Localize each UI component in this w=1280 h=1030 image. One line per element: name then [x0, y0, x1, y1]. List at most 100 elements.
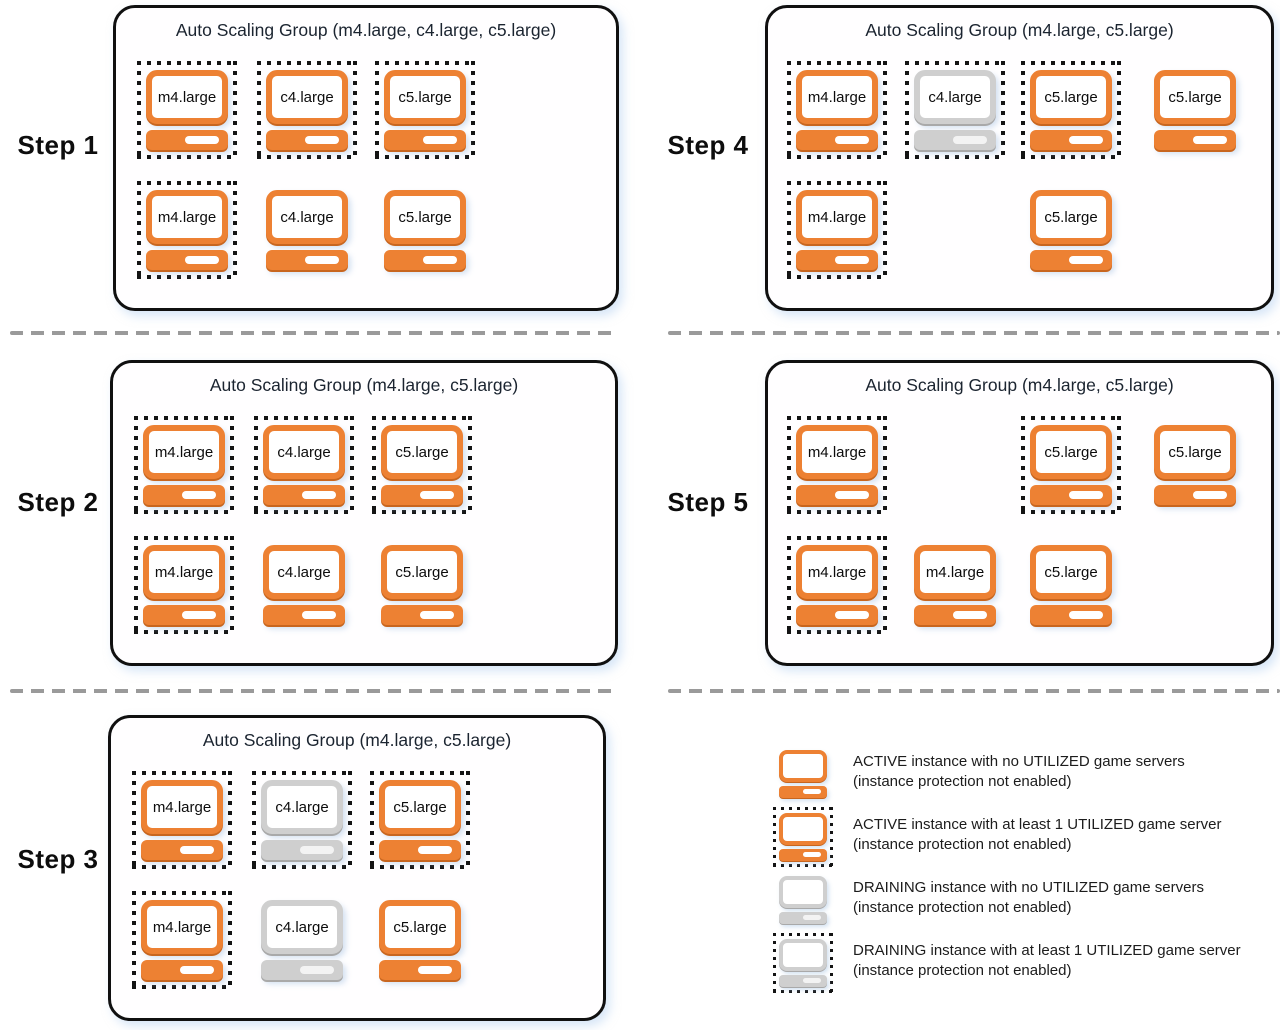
instance-monitor-shape: c4.large [263, 545, 345, 599]
instance-grid: m4.large c4.large c5.large m4.large c4.l… [113, 363, 615, 663]
instance-monitor-shape: c4.large [261, 900, 343, 954]
instance-monitor-shape: c4.large [261, 780, 343, 834]
instance-monitor-shape: c5.large [379, 780, 461, 834]
instance-monitor-shape: m4.large [796, 190, 878, 244]
instance-type-label: c5.large [1168, 443, 1222, 461]
instance-base-shape [779, 975, 827, 987]
instance-icon: c4.large [263, 545, 345, 625]
instance-icon: c5.large [375, 61, 475, 159]
instance-type-label: c5.large [395, 563, 449, 581]
instance-base-light [1069, 136, 1103, 144]
instance-type-label: c4.large [275, 798, 329, 816]
instance-type-label: c5.large [1044, 208, 1098, 226]
legend-line1: DRAINING instance with at least 1 UTILIZ… [853, 942, 1241, 959]
instance-base-light [953, 611, 987, 619]
instance-monitor-shape: c5.large [381, 545, 463, 599]
instance-base-light [423, 256, 457, 264]
instance-type-label: c5.large [393, 798, 447, 816]
legend-item-draining-no-utilized: DRAINING instance with no UTILIZED game … [775, 874, 1241, 924]
instance-monitor-shape: c5.large [1030, 70, 1112, 124]
instance-monitor-shape: c4.large [266, 190, 348, 244]
instance-base-shape [141, 840, 223, 860]
instance-base-light [418, 966, 452, 974]
instance-type-label: m4.large [152, 798, 212, 816]
instance-base-shape [1154, 130, 1236, 150]
instance-base-light [835, 256, 869, 264]
asg-box-step-1: Auto Scaling Group (m4.large, c4.large, … [113, 5, 619, 311]
instance-base-light [185, 256, 219, 264]
instance-type-label: c5.large [1044, 443, 1098, 461]
instance-base-shape [1030, 605, 1112, 625]
instance-monitor-shape: c4.large [263, 425, 345, 479]
instance-base-shape [379, 840, 461, 860]
instance-icon: m4.large [132, 771, 232, 869]
instance-icon: c4.large [252, 771, 352, 869]
instance-icon: c4.large [261, 900, 343, 980]
instance-base-light [418, 846, 452, 854]
legend-icon-active-no-utilized [775, 748, 831, 798]
instance-icon: m4.large [134, 536, 234, 634]
instance-icon [779, 876, 827, 924]
instance-icon: c4.large [905, 61, 1005, 159]
instance-base-light [305, 256, 339, 264]
instance-base-light [803, 789, 821, 794]
instance-icon: c4.large [257, 61, 357, 159]
instance-base-shape [384, 130, 466, 150]
instance-monitor-shape: c5.large [379, 900, 461, 954]
step-1-label: Step 1 [17, 130, 99, 160]
step-5-label: Step 5 [667, 487, 749, 517]
instance-base-light [803, 852, 821, 857]
instance-base-shape [381, 605, 463, 625]
instance-icon: c5.large [1030, 190, 1112, 270]
instance-type-label: m4.large [807, 208, 867, 226]
instance-monitor-shape: m4.large [143, 425, 225, 479]
instance-icon: c5.large [379, 900, 461, 980]
instance-base-light [835, 136, 869, 144]
instance-icon: m4.large [787, 61, 887, 159]
instance-base-shape [143, 605, 225, 625]
instance-monitor-shape: c5.large [1030, 425, 1112, 479]
instance-type-label: c5.large [1044, 88, 1098, 106]
instance-base-shape [141, 960, 223, 980]
legend-text: DRAINING instance with no UTILIZED game … [853, 874, 1204, 917]
instance-base-light [803, 915, 821, 920]
instance-icon: c5.large [1021, 416, 1121, 514]
instance-monitor-shape: m4.large [796, 545, 878, 599]
instance-base-shape [261, 840, 343, 860]
instance-base-shape [779, 786, 827, 798]
instance-monitor-shape: m4.large [796, 425, 878, 479]
instance-icon: m4.large [914, 545, 996, 625]
instance-grid: m4.large c5.large c5.large m4.large m4.l… [768, 363, 1271, 663]
asg-box-step-5: Auto Scaling Group (m4.large, c5.large) … [765, 360, 1274, 666]
instance-type-label: c4.large [280, 208, 334, 226]
asg-title: Auto Scaling Group (m4.large, c4.large, … [175, 20, 557, 40]
legend-line2: (instance protection not enabled) [853, 961, 1072, 979]
divider-row2-right [668, 689, 1280, 693]
instance-icon: c5.large [1021, 61, 1121, 159]
divider-row1-right [668, 331, 1280, 335]
instance-base-shape [796, 605, 878, 625]
instance-base-light [1069, 256, 1103, 264]
instance-type-label: m4.large [154, 443, 214, 461]
asg-title: Auto Scaling Group (m4.large, c5.large) [209, 375, 519, 395]
instance-type-label: c5.large [393, 918, 447, 936]
instance-monitor-shape: c5.large [1030, 545, 1112, 599]
instance-base-light [300, 966, 334, 974]
instance-monitor-shape: c5.large [384, 70, 466, 124]
asg-box-step-4: Auto Scaling Group (m4.large, c5.large) … [765, 5, 1274, 311]
instance-base-light [420, 611, 454, 619]
instance-base-shape [266, 250, 348, 270]
instance-base-light [180, 966, 214, 974]
legend-text: ACTIVE instance with no UTILIZED game se… [853, 748, 1185, 791]
legend-line1: ACTIVE instance with at least 1 UTILIZED… [853, 816, 1222, 833]
legend-item-draining-utilized: DRAINING instance with at least 1 UTILIZ… [773, 933, 1241, 993]
instance-icon: c5.large [381, 545, 463, 625]
instance-base-light [835, 491, 869, 499]
instance-base-light [835, 611, 869, 619]
instance-icon: c5.large [1154, 70, 1236, 150]
asg-title: Auto Scaling Group (m4.large, c5.large) [865, 20, 1174, 40]
instance-type-label: m4.large [157, 208, 217, 226]
step-3-label: Step 3 [17, 844, 99, 874]
instance-monitor-shape: c4.large [914, 70, 996, 124]
instance-type-label: c5.large [398, 208, 452, 226]
